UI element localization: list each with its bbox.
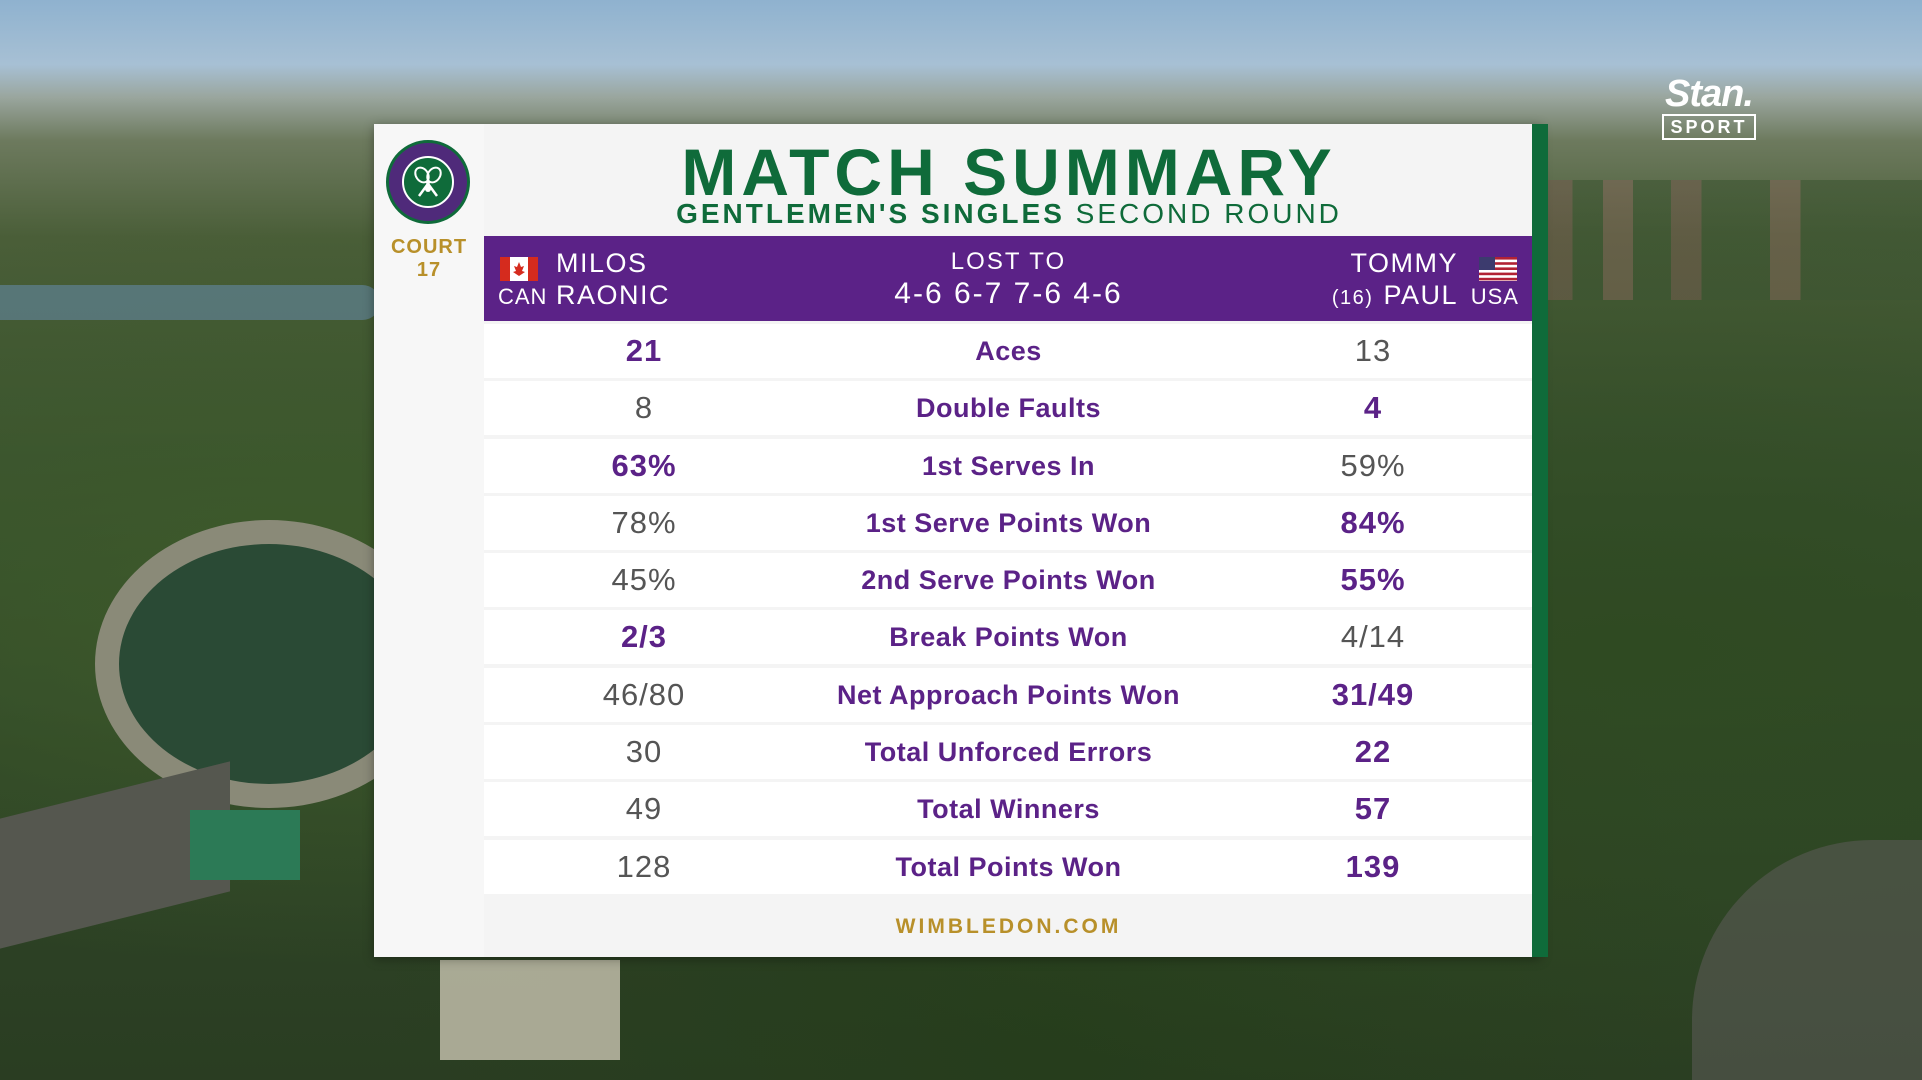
player2-last-name-line: (16) PAUL [1332,280,1458,311]
stat-row-total-unforced-errors: 30 Total Unforced Errors 22 [484,725,1533,780]
player2-country: USA [1470,284,1519,309]
player2-stat-value: 84% [1340,504,1406,540]
player1-stat-value: 78% [611,504,677,540]
player1-stat-value: 21 [625,333,663,368]
stat-row-total-points-won: 128 Total Points Won 139 [484,839,1533,894]
player1-first-name: MILOS [556,248,648,278]
result-label: LOST TO [950,248,1067,275]
stat-label: Total Unforced Errors [864,737,1153,768]
stat-row-aces: 21 Aces 13 [484,324,1533,378]
canada-flag-icon [500,257,538,281]
court-number: 17 [416,259,442,281]
stat-row-second-serve-points-won: 45% 2nd Serve Points Won 55% [484,553,1533,608]
player2-stat-value: 57 [1354,791,1392,827]
match-score: 4-6 6-7 7-6 4-6 [894,277,1123,310]
player2-last-name: PAUL [1383,280,1458,310]
wimbledon-crest-icon [386,140,470,224]
stat-row-first-serve-points-won: 78% 1st Serve Points Won 84% [484,495,1533,550]
player2-first-name: TOMMY [1350,248,1458,278]
stat-row-first-serves-in: 63% 1st Serves In 59% [484,438,1533,493]
background-lake [0,285,380,320]
stats-table: 21 Aces 13 8 Double Faults 4 63% 1st Ser… [484,324,1533,897]
player1-country: CAN [498,284,548,309]
page-title: MATCH SUMMARY [681,135,1337,209]
stat-row-total-winners: 49 Total Winners 57 [484,782,1533,837]
stat-label: Total Points Won [895,851,1122,882]
player1-stat-value: 2/3 [620,619,668,655]
stat-row-break-points-won: 2/3 Break Points Won 4/14 [484,610,1533,665]
player1-stat-value: 46/80 [602,676,686,712]
background-court [190,810,300,880]
court-label: COURT [390,236,468,258]
card-left-column: COURT 17 [374,124,484,957]
event-name: GENTLEMEN'S SINGLES [676,198,1065,229]
stat-label: Double Faults [915,393,1101,424]
stat-label: 1st Serve Points Won [865,507,1152,538]
broadcaster-tag: SPORT [1662,114,1756,140]
broadcaster-name: Stan. [1665,73,1754,115]
stat-label: Break Points Won [889,622,1128,653]
player1-stat-value: 30 [625,734,663,770]
player1-stat-value: 45% [611,562,677,598]
stat-label: 2nd Serve Points Won [861,565,1156,596]
player2-stat-value: 59% [1340,447,1406,483]
crossed-rackets-icon [414,166,442,197]
player1-last-name: RAONIC [556,280,671,310]
website-footer: WIMBLEDON.COM [895,915,1122,938]
player2-stat-value: 31/49 [1331,676,1415,712]
background-building [440,960,620,1060]
stat-label: Net Approach Points Won [836,679,1180,710]
card-accent-bar [1532,124,1548,957]
player1-stat-value: 49 [625,791,663,827]
player2-stat-value: 139 [1345,848,1401,884]
match-summary-card: COURT 17 MATCH SUMMARY GENTLEMEN'S SINGL… [374,124,1541,957]
player2-stat-value: 13 [1354,333,1392,368]
court-indicator: COURT 17 [374,236,484,282]
player1-stat-value: 63% [611,447,677,483]
stat-label: Total Winners [917,794,1100,825]
round-name: SECOND ROUND [1075,198,1342,229]
player2-stat-value: 4 [1363,390,1383,426]
background-houses [1542,180,1922,300]
stat-row-net-approach-points-won: 46/80 Net Approach Points Won 31/49 [484,667,1533,722]
broadcaster-logo: Stan. SPORT [1650,74,1768,140]
stat-label: 1st Serves In [921,450,1096,481]
player2-stat-value: 4/14 [1340,619,1406,655]
player2-seed: (16) [1331,287,1374,309]
event-subtitle: GENTLEMEN'S SINGLES SECOND ROUND [484,196,1534,232]
background-path [1692,840,1922,1080]
stat-label: Aces [975,336,1042,366]
player1-stat-value: 128 [616,848,672,884]
player2-stat-value: 55% [1340,562,1406,598]
result-bar: CAN MILOS RAONIC LOST TO 4-6 6-7 7-6 4-6… [484,236,1533,321]
stat-row-double-faults: 8 Double Faults 4 [484,381,1533,436]
usa-flag-icon [1479,257,1517,281]
player2-stat-value: 22 [1354,734,1392,770]
player1-stat-value: 8 [634,390,654,426]
